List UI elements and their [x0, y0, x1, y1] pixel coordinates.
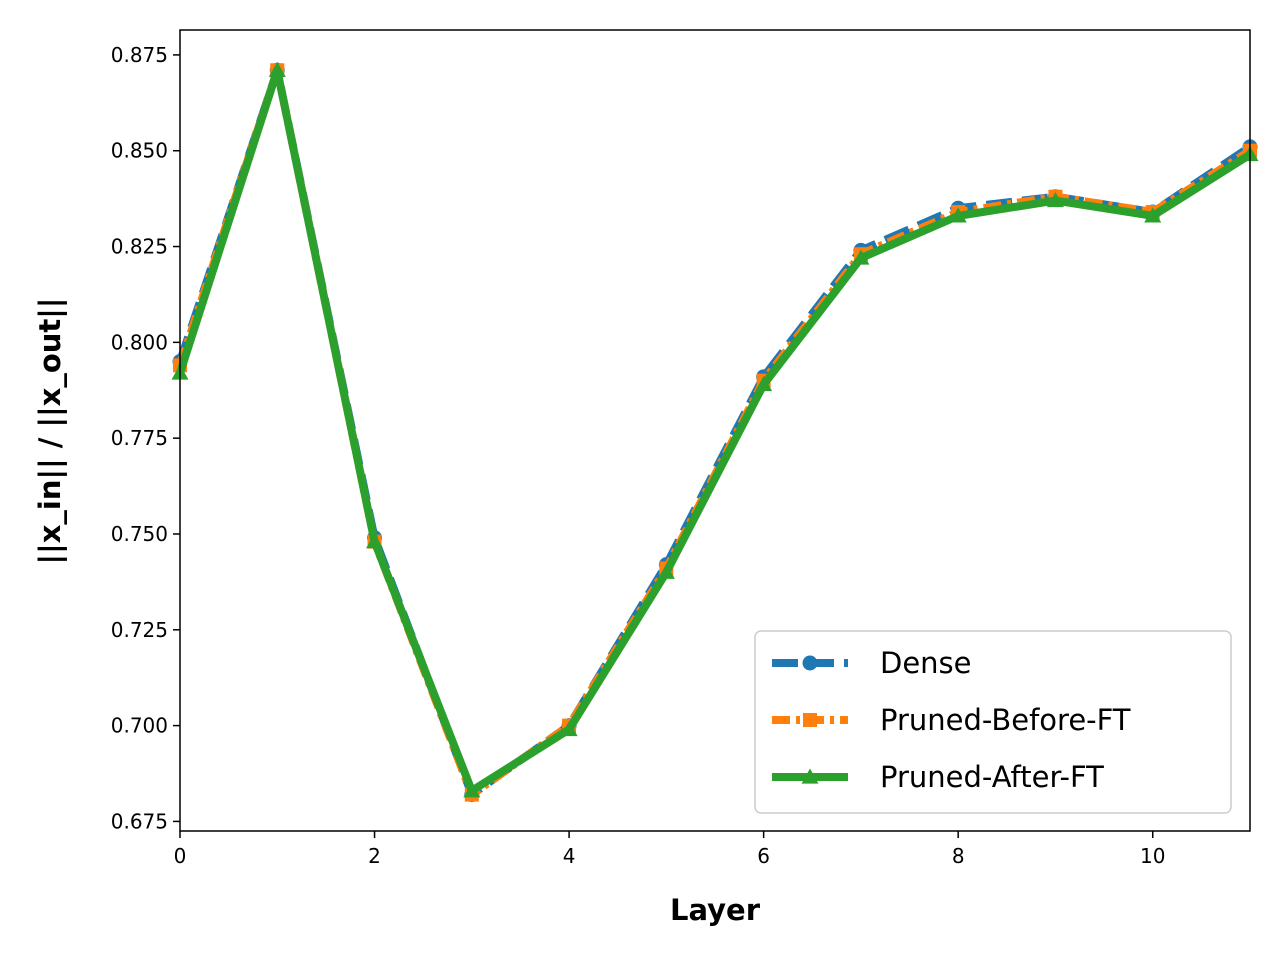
legend-item-1: Pruned-Before-FT	[772, 703, 1131, 737]
legend-marker-2	[801, 768, 819, 784]
y-tick-label-2: 0.725	[111, 618, 168, 642]
y-axis-title: ||x_in|| / ||x_out||	[33, 298, 67, 565]
y-tick-label-7: 0.850	[111, 139, 168, 163]
x-tick-label-1: 2	[368, 844, 381, 868]
series-layer	[171, 61, 1259, 803]
axes-layer: 0 2 4 6 8 10 0.675 0.700 0.725 0.750 0.775 0.800 0.8…	[111, 29, 1251, 868]
legend-marker-1	[803, 713, 817, 727]
legend-items: Dense Pruned-Before-FT Pruned-After-FT	[772, 646, 1131, 794]
data-point-2-1	[268, 61, 286, 77]
data-point-2-10	[1144, 207, 1162, 223]
x-tick-label-5: 10	[1140, 844, 1165, 868]
y-tick-label-5: 0.800	[111, 330, 168, 354]
x-tick-label-4: 8	[952, 844, 965, 868]
data-point-2-9	[1046, 192, 1064, 208]
data-point-2-2	[366, 533, 384, 549]
legend-item-0: Dense	[772, 646, 972, 680]
legend-marker-0	[802, 655, 818, 671]
legend-label-2: Pruned-After-FT	[880, 760, 1104, 794]
data-point-2-5	[657, 563, 675, 579]
x-tick-label-3: 6	[757, 844, 770, 868]
data-point-2-6	[755, 376, 773, 392]
x-axis-title: Layer	[670, 893, 761, 927]
y-tick-label-3: 0.750	[111, 522, 168, 546]
x-tick-label-0: 0	[174, 844, 187, 868]
y-tick-label-8: 0.875	[111, 43, 168, 67]
legend-item-2: Pruned-After-FT	[772, 760, 1104, 794]
legend-label-0: Dense	[880, 646, 972, 680]
legend: Dense Pruned-Before-FT Pruned-After-FT	[754, 630, 1232, 814]
data-point-2-8	[949, 207, 967, 223]
y-tick-label-0: 0.675	[111, 809, 168, 833]
series-2	[171, 61, 1259, 798]
legend-label-1: Pruned-Before-FT	[880, 703, 1131, 737]
y-tick-label-6: 0.825	[111, 235, 168, 259]
legend-box	[754, 630, 1232, 814]
data-point-2-3	[463, 782, 481, 798]
data-point-2-7	[852, 249, 870, 265]
y-tick-label-4: 0.775	[111, 426, 168, 450]
x-tick-label-2: 4	[563, 844, 576, 868]
y-tick-label-1: 0.700	[111, 714, 168, 738]
data-point-2-4	[560, 720, 578, 737]
series-line-2	[176, 66, 1253, 795]
axes-frame	[179, 29, 1251, 832]
